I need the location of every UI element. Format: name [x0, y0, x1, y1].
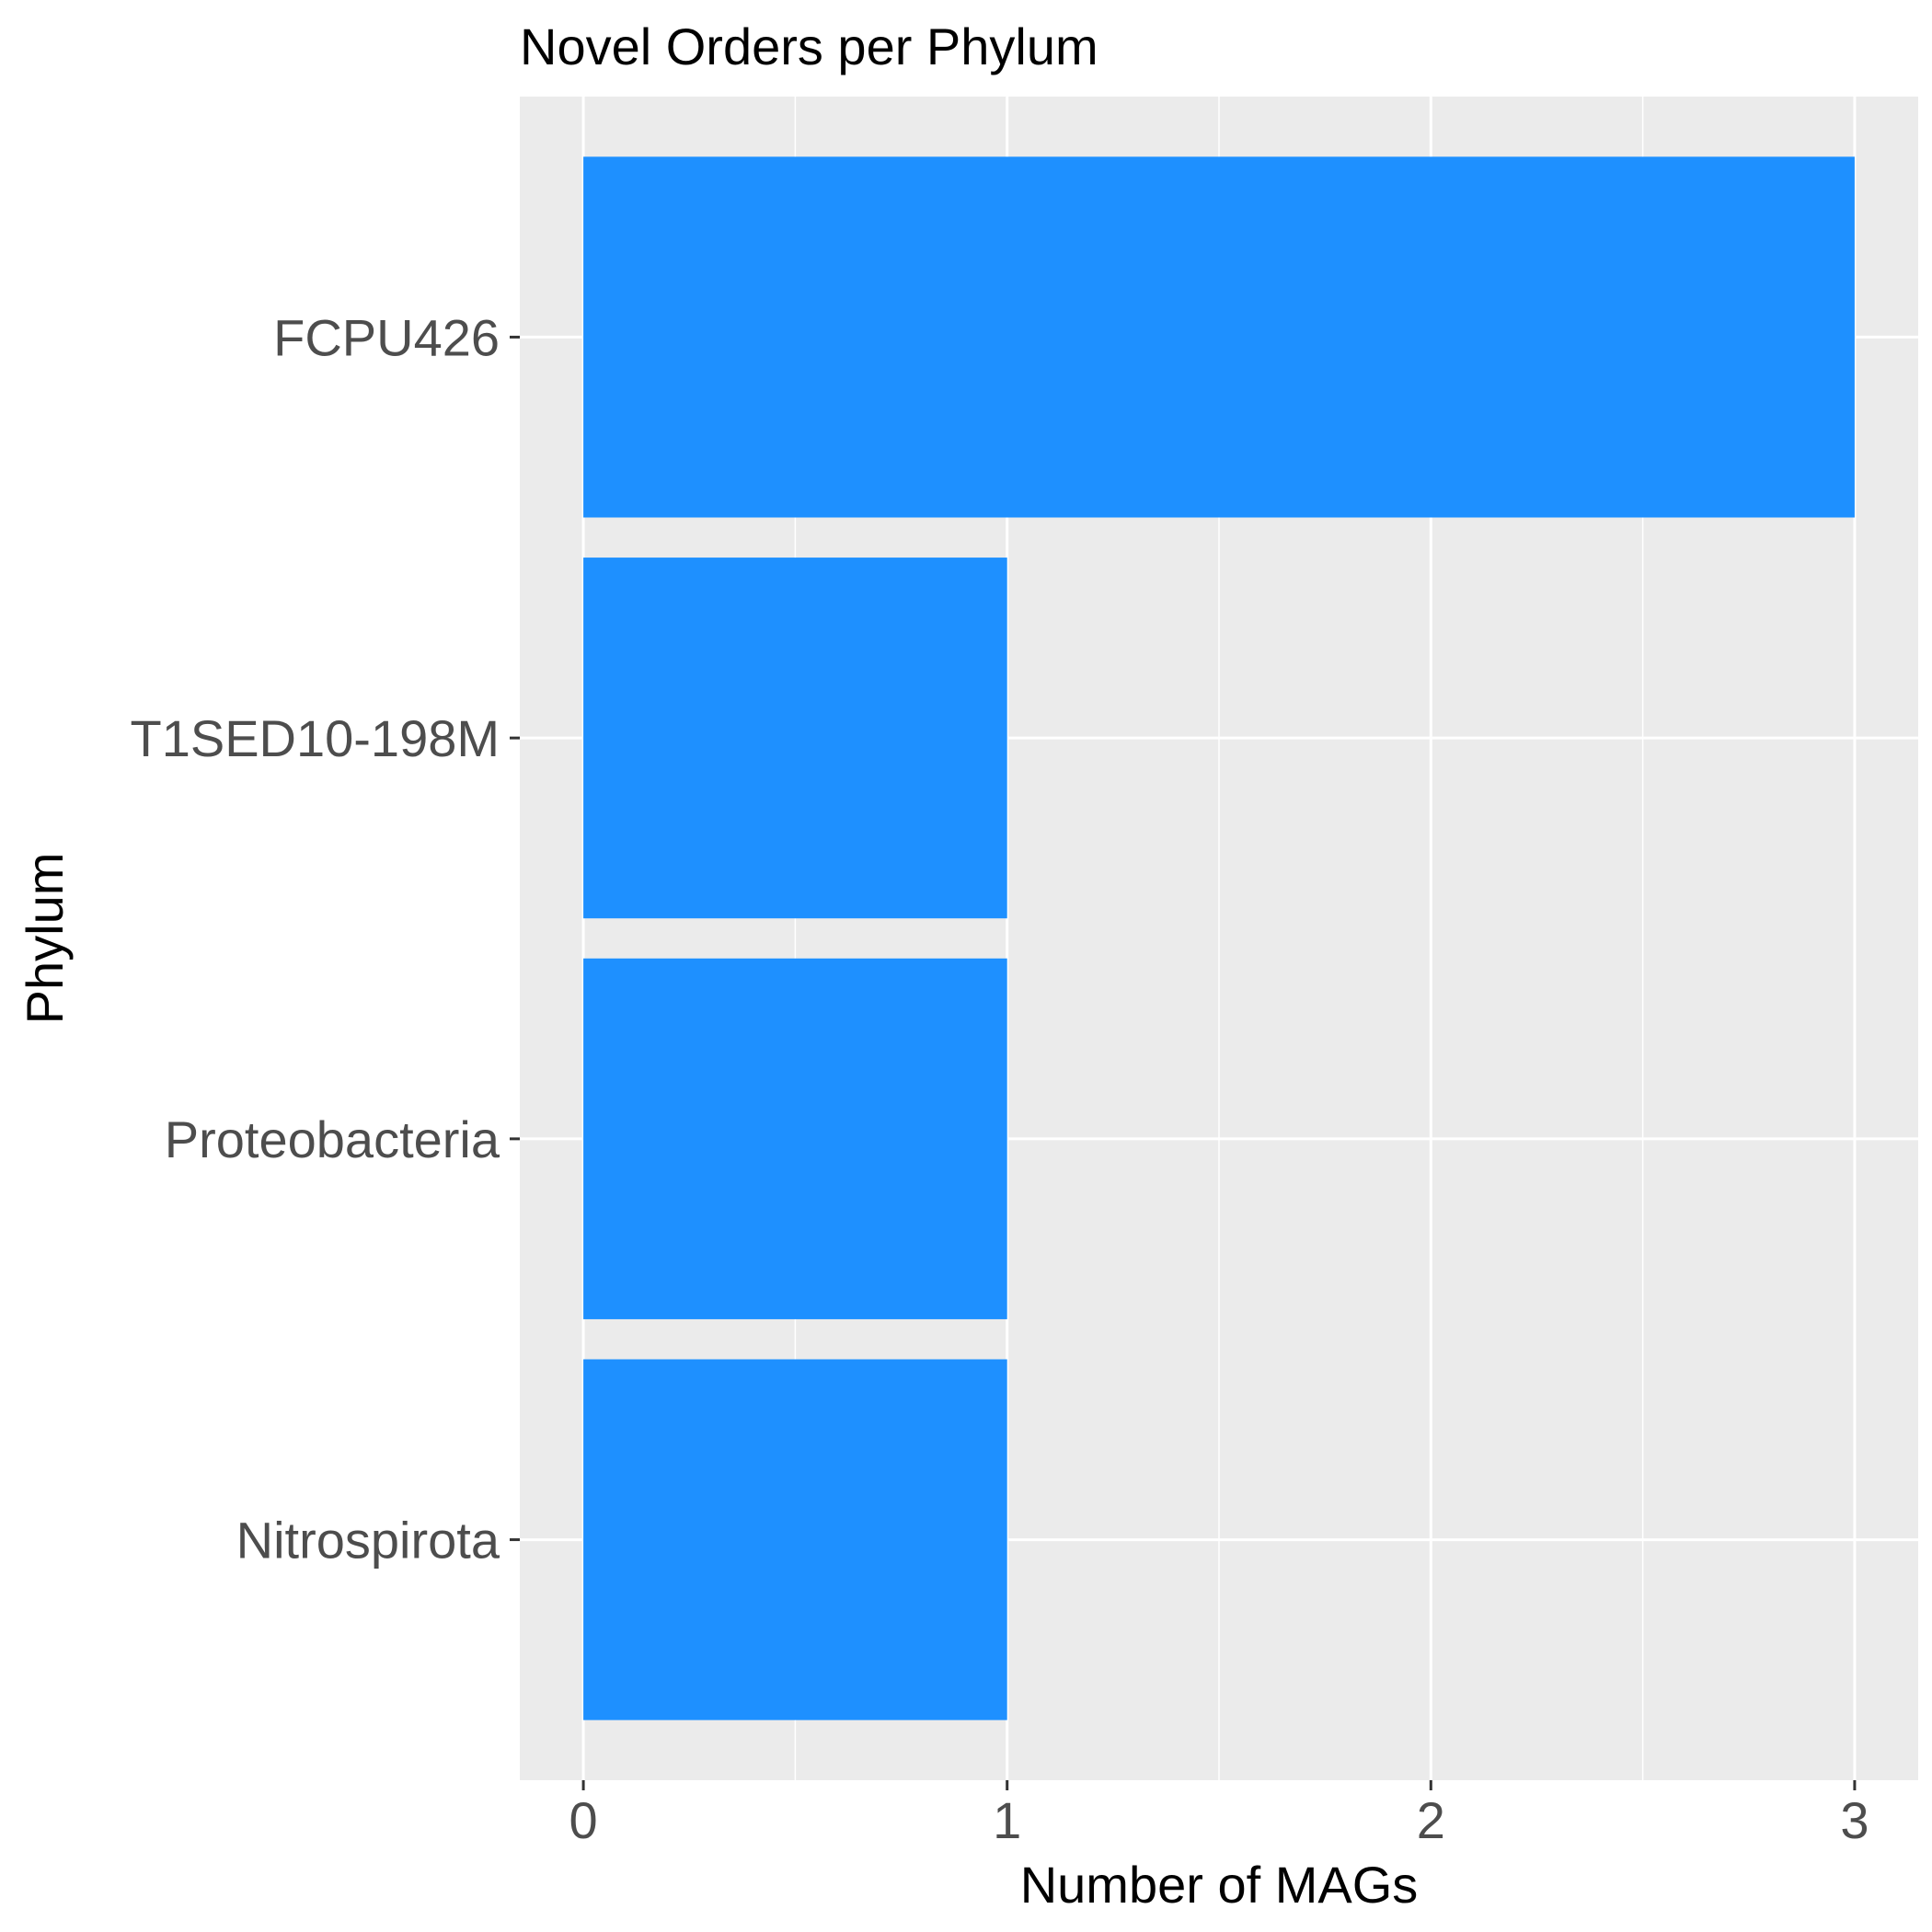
- bar: [583, 558, 1007, 919]
- x-axis-title: Number of MAGs: [1020, 1856, 1419, 1914]
- chart-title: Novel Orders per Phylum: [520, 17, 1098, 75]
- x-tick-label: 3: [1840, 1791, 1869, 1849]
- bar: [583, 156, 1855, 518]
- y-axis: FCPU426 T1SED10-198M Proteobacteria Nitrosp…: [130, 308, 520, 1570]
- bars: [583, 156, 1855, 1720]
- x-axis: 0 1 2 3: [569, 1780, 1869, 1849]
- y-axis-title: Phylum: [16, 853, 74, 1025]
- bar: [583, 1359, 1007, 1720]
- y-tick-label: T1SED10-198M: [130, 709, 500, 767]
- x-tick-label: 0: [569, 1791, 598, 1849]
- y-tick-label: FCPU426: [273, 308, 500, 366]
- y-tick-label: Proteobacteria: [165, 1110, 500, 1168]
- bar: [583, 958, 1007, 1319]
- x-tick-label: 1: [993, 1791, 1021, 1849]
- y-tick-label: Nitrospirota: [236, 1512, 500, 1570]
- x-tick-label: 2: [1417, 1791, 1445, 1849]
